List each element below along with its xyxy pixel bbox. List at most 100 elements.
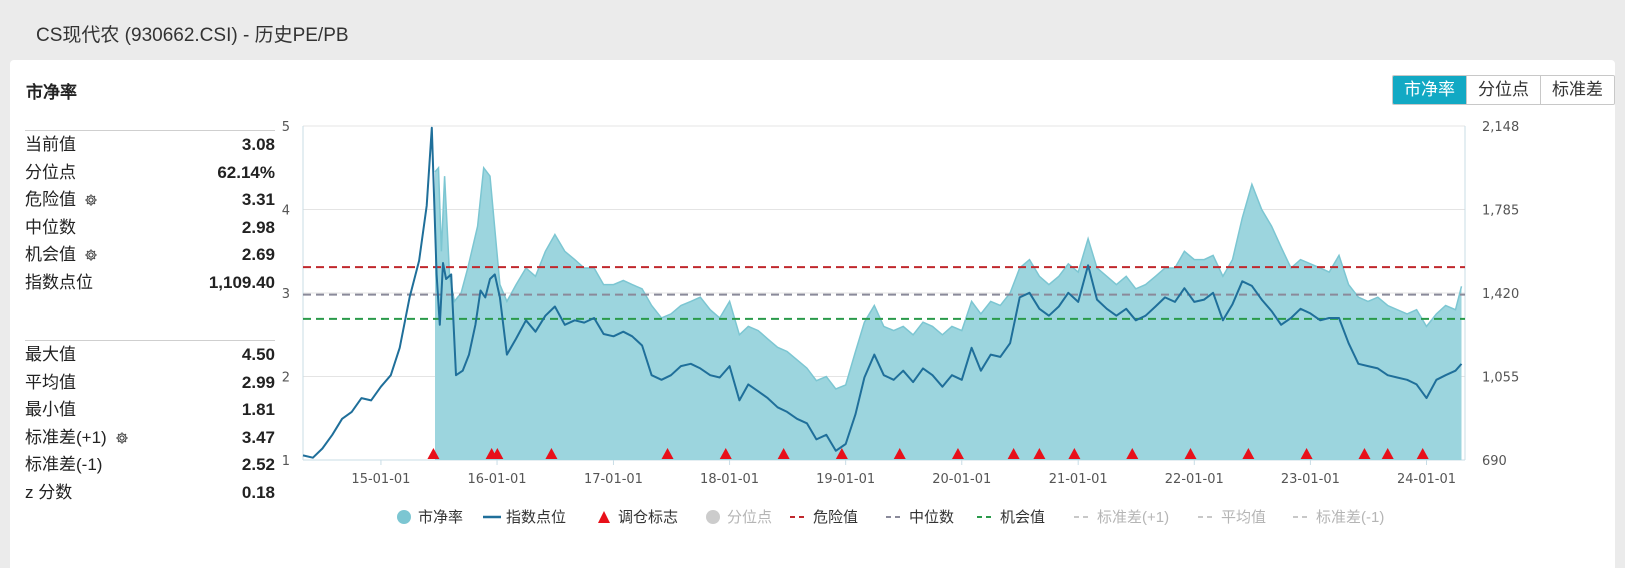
window-header: CS现代农 (930662.CSI) - 历史PE/PB xyxy=(0,0,1625,60)
legend-label: 机会值 xyxy=(1000,509,1045,526)
stat-primary-row: 当前值 3.08 xyxy=(25,131,275,159)
stat-primary-label: 中位数 xyxy=(25,214,76,242)
stat-secondary-row: 最小值 1.81 xyxy=(25,396,275,424)
metric-tabs: 市净率 分位点 标准差 xyxy=(1392,75,1615,105)
rebalance-marker xyxy=(1007,448,1020,459)
x-tick-label: 15-01-01 xyxy=(351,472,410,487)
index-series-line xyxy=(302,126,1463,459)
stat-secondary-label-text: 标准差(-1) xyxy=(25,455,103,474)
page-title: CS现代农 (930662.CSI) - 历史PE/PB xyxy=(36,25,349,46)
rebalance-marker xyxy=(1381,448,1394,459)
stat-primary-label: 危险值 xyxy=(25,186,98,214)
y-right-tick-label: 2,148 xyxy=(1482,120,1519,135)
legend-item[interactable]: 标准差(+1) xyxy=(1074,509,1169,526)
legend-item[interactable]: 指数点位 xyxy=(483,509,566,526)
stat-primary-value: 3.08 xyxy=(241,135,275,154)
rebalance-marker xyxy=(545,448,558,459)
stat-secondary-value: 1.81 xyxy=(241,400,275,419)
x-tick-label: 17-01-01 xyxy=(584,472,643,487)
x-tick-label: 22-01-01 xyxy=(1165,472,1224,487)
tab-pb[interactable]: 市净率 xyxy=(1393,76,1466,104)
x-tick-label: 20-01-01 xyxy=(932,472,991,487)
legend-label: 中位数 xyxy=(909,509,954,526)
stat-primary-row: 指数点位 1,109.40 xyxy=(25,269,275,297)
legend-triangle-marker xyxy=(598,511,610,523)
gear-icon[interactable] xyxy=(84,188,98,206)
legend-label: 调仓标志 xyxy=(618,509,678,526)
rebalance-marker xyxy=(1358,448,1371,459)
stat-secondary-value: 3.47 xyxy=(241,427,275,447)
stat-primary-label-text: 分位点 xyxy=(25,162,76,182)
legend-label: 标准差(+1) xyxy=(1097,509,1169,526)
stat-secondary-label: 平均值 xyxy=(25,369,76,397)
rebalance-marker xyxy=(1126,448,1139,459)
legend-item[interactable]: 调仓标志 xyxy=(598,509,678,526)
x-tick-label: 18-01-01 xyxy=(700,472,759,487)
gear-icon[interactable] xyxy=(115,426,129,444)
y-right-tick-label: 690 xyxy=(1482,454,1507,469)
stat-primary-label-text: 当前值 xyxy=(25,135,76,154)
stat-primary-label-text: 危险值 xyxy=(25,190,76,209)
rebalance-marker xyxy=(777,448,790,459)
stats-secondary: 最大值 4.50 平均值 2.99 最小值 1.81 标准差(+1) 3.47 标准差(-1) 2… xyxy=(25,340,275,506)
stat-primary-value: 3.31 xyxy=(241,190,275,209)
rebalance-marker xyxy=(427,448,440,459)
stat-primary-label: 分位点 xyxy=(25,159,76,187)
y-left-tick-label: 3 xyxy=(282,287,290,302)
legend-item[interactable]: 标准差(-1) xyxy=(1293,509,1384,526)
x-tick-label: 19-01-01 xyxy=(816,472,875,487)
rebalance-marker xyxy=(719,448,732,459)
rebalance-marker xyxy=(835,448,848,459)
legend-item[interactable]: 平均值 xyxy=(1198,509,1266,526)
rebalance-marker xyxy=(491,448,504,459)
pb-series-line xyxy=(434,165,1463,390)
legend-label: 平均值 xyxy=(1221,509,1266,526)
stat-secondary-label-text: z 分数 xyxy=(25,482,73,502)
legend-label: 危险值 xyxy=(813,509,858,526)
y-right-tick-label: 1,055 xyxy=(1482,371,1519,386)
legend-circle-marker xyxy=(397,510,411,524)
stat-primary-value: 62.14% xyxy=(217,162,275,182)
stat-secondary-label-text: 标准差(+1) xyxy=(25,427,107,447)
stat-secondary-label-text: 最大值 xyxy=(25,345,76,364)
stat-primary-row: 中位数 2.98 xyxy=(25,214,275,242)
stat-primary-row: 分位点 62.14% xyxy=(25,159,275,187)
x-tick-label: 24-01-01 xyxy=(1397,472,1456,487)
gear-icon[interactable] xyxy=(84,243,98,261)
y-right-tick-label: 1,785 xyxy=(1482,204,1519,219)
rebalance-marker xyxy=(1033,448,1046,459)
stat-secondary-value: 2.99 xyxy=(241,372,275,392)
legend-item[interactable]: 危险值 xyxy=(790,509,858,526)
stat-primary-row: 危险值 3.31 xyxy=(25,186,275,214)
x-tick-label: 16-01-01 xyxy=(468,472,527,487)
stat-primary-label: 指数点位 xyxy=(25,269,93,297)
rebalance-marker xyxy=(893,448,906,459)
rebalance-marker xyxy=(1300,448,1313,459)
rebalance-marker xyxy=(1068,448,1081,459)
stats-primary: 当前值 3.08 分位点 62.14% 危险值 3.31 中位数 2.98 机会值 2.69 指数点… xyxy=(25,130,275,296)
legend-label: 指数点位 xyxy=(506,509,566,526)
tab-stddev[interactable]: 标准差 xyxy=(1540,76,1614,104)
stat-primary-label-text: 指数点位 xyxy=(25,272,93,292)
stat-secondary-label: 最小值 xyxy=(25,396,76,424)
legend-circle-marker xyxy=(706,510,720,524)
stat-primary-label-text: 机会值 xyxy=(25,245,76,264)
x-tick-label: 23-01-01 xyxy=(1281,472,1340,487)
legend-item[interactable]: 分位点 xyxy=(706,509,772,526)
rebalance-marker xyxy=(951,448,964,459)
stat-primary-value: 1,109.40 xyxy=(208,272,275,292)
legend-label: 市净率 xyxy=(418,509,463,526)
stat-secondary-label: z 分数 xyxy=(25,479,72,507)
tab-percentile[interactable]: 分位点 xyxy=(1466,76,1540,104)
legend-label: 分位点 xyxy=(727,509,772,526)
stat-secondary-row: 标准差(+1) 3.47 xyxy=(25,424,275,452)
stat-secondary-row: 平均值 2.99 xyxy=(25,369,275,397)
legend-item[interactable]: 市净率 xyxy=(397,509,463,526)
legend-item[interactable]: 中位数 xyxy=(886,509,954,526)
legend-item[interactable]: 机会值 xyxy=(977,509,1045,526)
stat-secondary-label-text: 最小值 xyxy=(25,400,76,419)
stat-primary-label: 当前值 xyxy=(25,131,76,159)
y-left-tick-label: 2 xyxy=(282,371,290,386)
stat-secondary-value: 2.52 xyxy=(241,455,275,474)
